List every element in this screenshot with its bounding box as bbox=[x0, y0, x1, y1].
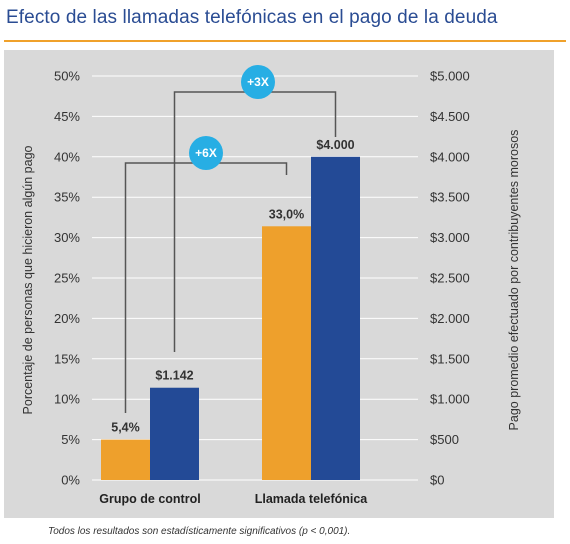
y-axis-label-left: Porcentaje de personas que hicieron algú… bbox=[21, 145, 35, 414]
left-axis-ticks: 0% 5% 10% 15% 20% 25% 30% 35% 40% 45% 50% bbox=[54, 69, 80, 488]
left-tick-label: 40% bbox=[54, 149, 80, 164]
right-tick-label: $0 bbox=[430, 473, 444, 488]
left-tick-label: 35% bbox=[54, 190, 80, 205]
right-tick-label: $4.000 bbox=[430, 149, 470, 164]
left-tick-label: 10% bbox=[54, 392, 80, 407]
right-tick-label: $1.000 bbox=[430, 392, 470, 407]
right-tick-label: $3.000 bbox=[430, 230, 470, 245]
left-tick-label: 45% bbox=[54, 109, 80, 124]
right-tick-label: $500 bbox=[430, 432, 459, 447]
data-label: 5,4% bbox=[111, 421, 140, 435]
data-label: $1.142 bbox=[155, 369, 193, 383]
right-tick-label: $1.500 bbox=[430, 351, 470, 366]
left-tick-label: 15% bbox=[54, 351, 80, 366]
bars bbox=[101, 156, 360, 481]
data-label: $4.000 bbox=[316, 138, 354, 152]
category-labels: Grupo de control Llamada telefónica bbox=[99, 492, 368, 506]
title-underline bbox=[4, 40, 566, 42]
multiplier-badge-label: +6X bbox=[195, 146, 217, 160]
left-tick-label: 50% bbox=[54, 69, 80, 84]
data-labels: 5,4% $1.142 33,0% $4.000 bbox=[111, 138, 354, 435]
right-tick-label: $4.500 bbox=[430, 109, 470, 124]
right-tick-label: $2.500 bbox=[430, 271, 470, 286]
left-tick-label: 30% bbox=[54, 230, 80, 245]
data-label: 33,0% bbox=[269, 207, 304, 221]
category-label: Grupo de control bbox=[99, 492, 200, 506]
gridlines bbox=[92, 75, 418, 481]
multiplier-badges: +6X +3X bbox=[189, 65, 275, 170]
multiplier-badge bbox=[241, 65, 275, 99]
right-tick-label: $3.500 bbox=[430, 190, 470, 205]
bar-payment bbox=[311, 156, 360, 481]
multiplier-badge-label: +3X bbox=[247, 75, 269, 89]
chart-title: Efecto de las llamadas telefónicas en el… bbox=[6, 7, 498, 28]
y-axis-label-right: Pago promedio efectuado por contribuyent… bbox=[507, 130, 521, 431]
bar-payment bbox=[150, 387, 199, 480]
right-tick-label: $5.000 bbox=[430, 69, 470, 84]
left-tick-label: 5% bbox=[61, 432, 80, 447]
left-tick-label: 0% bbox=[61, 473, 80, 488]
category-label: Llamada telefónica bbox=[255, 492, 369, 506]
right-tick-label: $2.000 bbox=[430, 311, 470, 326]
bar-percentage bbox=[262, 226, 311, 480]
footnote: Todos los resultados son estadísticament… bbox=[48, 526, 351, 537]
right-axis-ticks: $0 $500 $1.000 $1.500 $2.000 $2.500 $3.000 $3.5… bbox=[430, 69, 470, 488]
left-tick-label: 25% bbox=[54, 271, 80, 286]
bar-percentage bbox=[101, 439, 150, 480]
multiplier-badge bbox=[189, 136, 223, 170]
left-tick-label: 20% bbox=[54, 311, 80, 326]
